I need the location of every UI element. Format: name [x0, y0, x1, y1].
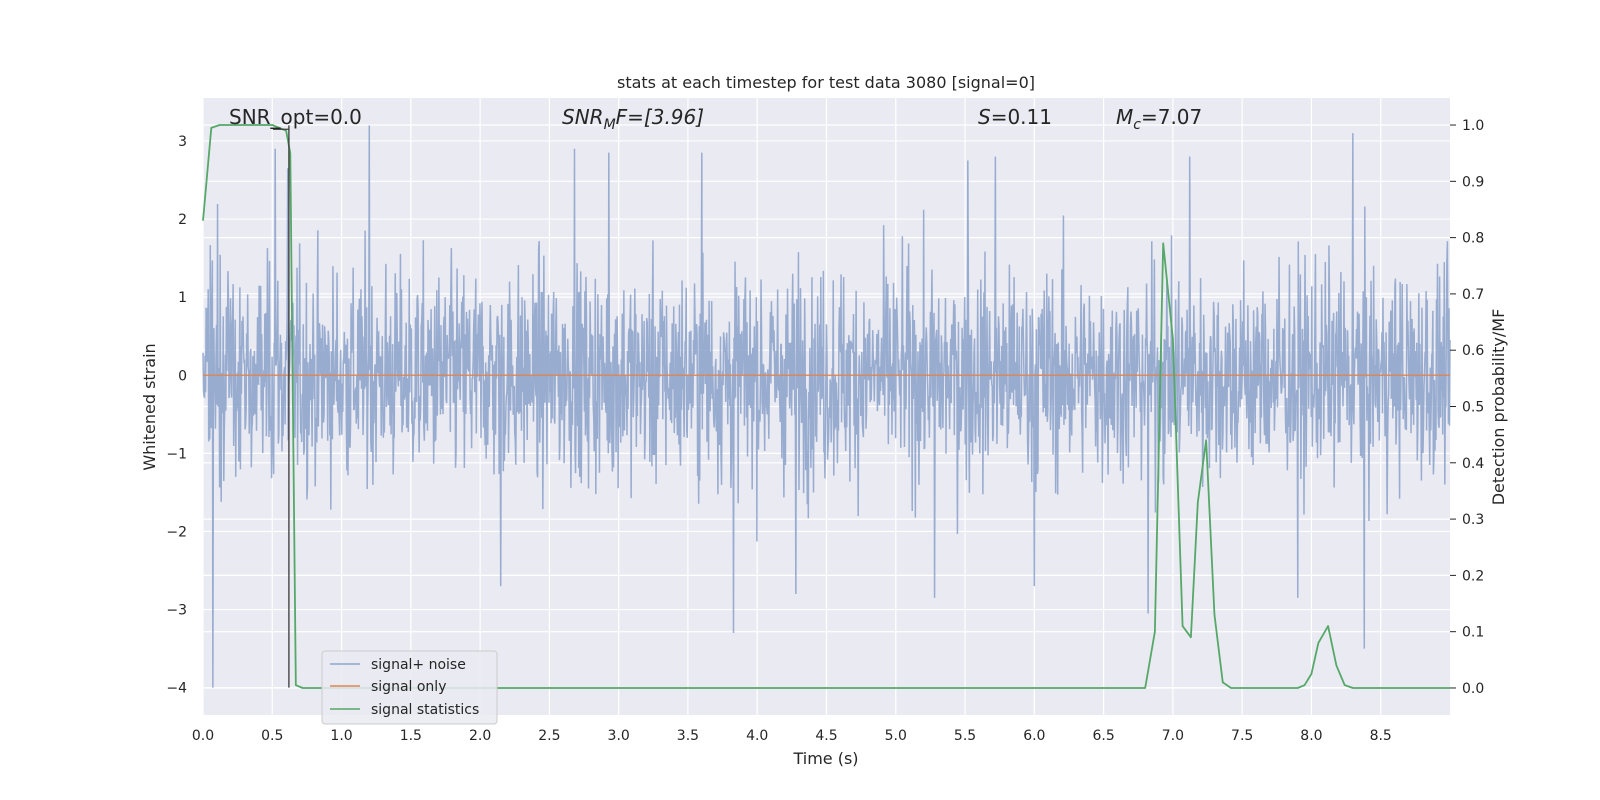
signal-noise-line	[202, 125, 1451, 688]
y2-axis-ticks: 1.0 0.9 0.8 0.7 0.6 0.5 0.4 0.3 0.2 0.1 0.0	[1450, 118, 1484, 697]
annotation-s: S=0.11	[978, 105, 1052, 129]
x-axis-label: Time (s)	[792, 749, 858, 768]
y-axis-label: Whitened strain	[140, 343, 159, 470]
x-tick-label: 7.0	[1162, 728, 1184, 744]
x-tick-label: 1.0	[330, 728, 352, 744]
legend-label-signal-statistics: signal statistics	[371, 702, 479, 718]
x-tick-label: 3.5	[677, 728, 699, 744]
legend-label-signal-only: signal only	[371, 679, 446, 695]
y2-tick-label: 0.8	[1462, 231, 1484, 247]
y2-tick-label: 0.4	[1462, 456, 1484, 472]
y2-tick-label: 0.1	[1462, 625, 1484, 641]
y2-tick-label: 1.0	[1462, 118, 1484, 134]
x-tick-label: 7.5	[1231, 728, 1253, 744]
signal-statistics-series	[202, 124, 1450, 689]
x-tick-label: 2.0	[469, 728, 491, 744]
y-tick-label: 2	[178, 212, 187, 228]
y-axis-ticks: 3 2 1 0 −1 −2 −3 −4	[166, 134, 187, 697]
annotation-mc-sub: c	[1133, 117, 1141, 133]
annotation-s-var: S	[978, 105, 991, 129]
y-tick-label: −1	[166, 446, 187, 462]
chart-title: stats at each timestep for test data 308…	[617, 73, 1035, 92]
y2-tick-label: 0.5	[1462, 400, 1484, 416]
signal-noise-series	[202, 125, 1451, 688]
x-tick-label: 6.0	[1023, 728, 1045, 744]
y2-tick-label: 0.9	[1462, 174, 1484, 190]
annotation-snr-mf: SNRMF=[3.96]	[562, 105, 704, 133]
y2-tick-label: 0.7	[1462, 287, 1484, 303]
x-tick-label: 3.0	[608, 728, 630, 744]
y2-tick-label: 0.6	[1462, 343, 1484, 359]
y2-tick-label: 0.3	[1462, 512, 1484, 528]
y-tick-label: 0	[178, 368, 187, 384]
y-tick-label: −2	[166, 524, 187, 540]
y2-tick-label: 0.2	[1462, 568, 1484, 584]
x-axis-ticks: 0.0 0.5 1.0 1.5 2.0 2.5 3.0 3.5 4.0 4.5 5.0 5.5 6.0 6…	[192, 728, 1392, 744]
annotation-mc: Mc=7.07	[1116, 105, 1202, 133]
x-tick-label: 0.5	[261, 728, 283, 744]
y2-tick-label: 0.0	[1462, 681, 1484, 697]
x-tick-label: 5.5	[954, 728, 976, 744]
annotation-s-value: =0.11	[991, 105, 1052, 129]
x-tick-label: 4.0	[746, 728, 768, 744]
annotation-snr-mf-tail-f: F=[3.96]	[616, 105, 704, 129]
x-tick-label: 8.0	[1300, 728, 1322, 744]
annotation-mc-base: M	[1116, 105, 1133, 129]
y2-axis-label: Detection probability/MF	[1489, 309, 1508, 506]
y-tick-label: 1	[178, 290, 187, 306]
x-tick-label: 1.5	[400, 728, 422, 744]
y-tick-label: −3	[166, 603, 187, 619]
x-tick-label: 8.5	[1370, 728, 1392, 744]
annotation-snr-mf-sub: M	[604, 117, 616, 133]
signal-statistics-line	[202, 124, 1450, 689]
marker-line	[272, 125, 290, 688]
y-tick-label: −4	[166, 681, 187, 697]
annotation-snr-opt: SNR_opt=0.0	[229, 105, 362, 129]
x-tick-label: 4.5	[815, 728, 837, 744]
legend-label-signal-noise: signal+ noise	[371, 657, 466, 673]
annotation-snr-mf-base: SNR	[562, 105, 604, 129]
x-tick-label: 5.0	[885, 728, 907, 744]
legend-box	[321, 650, 498, 725]
x-tick-label: 6.5	[1092, 728, 1114, 744]
annotation-mc-value: =7.07	[1141, 105, 1202, 129]
legend: signal+ noise signal only signal statist…	[321, 650, 498, 725]
x-tick-label: 0.0	[192, 728, 214, 744]
y-tick-label: 3	[178, 134, 187, 150]
x-tick-label: 2.5	[538, 728, 560, 744]
